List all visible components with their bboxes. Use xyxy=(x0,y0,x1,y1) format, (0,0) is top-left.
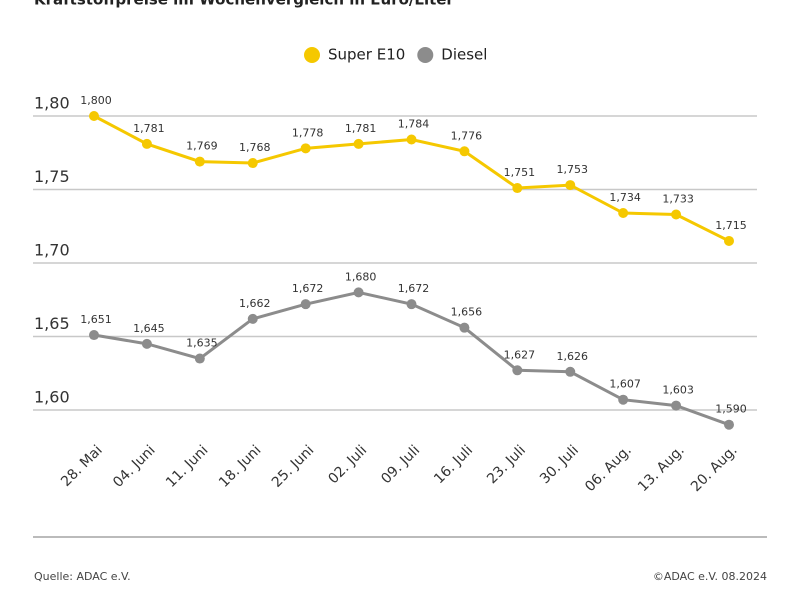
data-point xyxy=(406,134,417,145)
data-label: 1,603 xyxy=(662,384,694,397)
data-label: 1,590 xyxy=(715,403,747,416)
legend-marker xyxy=(417,47,434,63)
data-point xyxy=(141,338,152,349)
data-label: 1,680 xyxy=(345,270,377,283)
x-tick-label: 23. Juli xyxy=(484,442,529,487)
data-point xyxy=(512,365,523,376)
data-label: 1,781 xyxy=(133,122,165,135)
data-point xyxy=(247,313,258,324)
data-point xyxy=(406,299,417,310)
data-label: 1,672 xyxy=(398,282,430,295)
data-point xyxy=(565,366,576,377)
data-point xyxy=(194,353,205,364)
data-point xyxy=(565,180,576,191)
data-label: 1,753 xyxy=(557,163,589,176)
x-tick-label: 20. Aug. xyxy=(688,442,741,495)
data-point xyxy=(618,394,629,405)
data-label: 1,607 xyxy=(609,378,641,391)
data-point xyxy=(353,287,364,298)
y-tick-label: 1,60 xyxy=(34,388,70,407)
data-label: 1,800 xyxy=(80,94,112,107)
legend-marker xyxy=(304,47,320,63)
data-label: 1,751 xyxy=(504,166,536,179)
x-tick-label: 09. Juli xyxy=(378,442,423,487)
data-label: 1,768 xyxy=(239,141,271,154)
data-point xyxy=(141,138,152,149)
y-tick-label: 1,80 xyxy=(34,94,70,113)
data-label: 1,651 xyxy=(80,313,112,326)
y-tick-label: 1,65 xyxy=(34,314,70,333)
data-point xyxy=(459,322,470,333)
data-point xyxy=(194,156,205,167)
data-point xyxy=(618,208,629,219)
legend-label: Super E10 xyxy=(328,46,405,64)
data-point xyxy=(512,183,523,194)
x-tick-label: 30. Juli xyxy=(537,442,582,487)
data-label: 1,662 xyxy=(239,297,271,310)
x-tick-label: 13. Aug. xyxy=(635,442,688,495)
legend-label: Diesel xyxy=(441,46,487,64)
x-tick-label: 16. Juli xyxy=(431,442,476,487)
data-point xyxy=(671,209,682,220)
data-point xyxy=(459,146,470,157)
y-tick-label: 1,75 xyxy=(34,167,70,186)
data-point xyxy=(671,400,682,411)
data-point xyxy=(724,419,734,430)
data-point xyxy=(89,330,99,341)
data-label: 1,672 xyxy=(292,282,324,295)
data-label: 1,778 xyxy=(292,126,324,139)
x-tick-label: 06. Aug. xyxy=(582,442,635,495)
x-tick-label: 04. Juni xyxy=(110,442,158,490)
source: Quelle: ADAC e.V. xyxy=(34,570,131,583)
data-point xyxy=(300,143,311,154)
x-tick-label: 28. Mai xyxy=(58,442,106,490)
data-label: 1,776 xyxy=(451,129,483,142)
data-label: 1,635 xyxy=(186,337,218,350)
data-label: 1,645 xyxy=(133,322,165,335)
data-label: 1,656 xyxy=(451,306,483,319)
y-tick-label: 1,70 xyxy=(34,241,70,260)
data-point xyxy=(724,235,734,246)
data-label: 1,715 xyxy=(715,219,747,232)
series-line xyxy=(93,290,730,427)
data-label: 1,733 xyxy=(662,192,694,205)
data-point xyxy=(353,138,364,149)
x-tick-label: 02. Juli xyxy=(325,442,370,487)
x-tick-label: 25. Juni xyxy=(269,442,317,490)
data-point xyxy=(300,299,311,310)
data-label: 1,627 xyxy=(504,348,536,361)
copyright: ©ADAC e.V. 08.2024 xyxy=(653,570,767,583)
chart-title: Kraftstoffpreise im Wochenvergleich in E… xyxy=(34,0,454,9)
x-tick-label: 11. Juni xyxy=(163,442,211,490)
data-label: 1,781 xyxy=(345,122,377,135)
x-tick-label: 18. Juni xyxy=(216,442,264,490)
data-label: 1,769 xyxy=(186,140,218,153)
data-point xyxy=(89,111,99,121)
data-label: 1,734 xyxy=(609,191,641,204)
data-label: 1,626 xyxy=(557,350,589,363)
data-label: 1,784 xyxy=(398,118,430,131)
data-point xyxy=(247,158,258,169)
